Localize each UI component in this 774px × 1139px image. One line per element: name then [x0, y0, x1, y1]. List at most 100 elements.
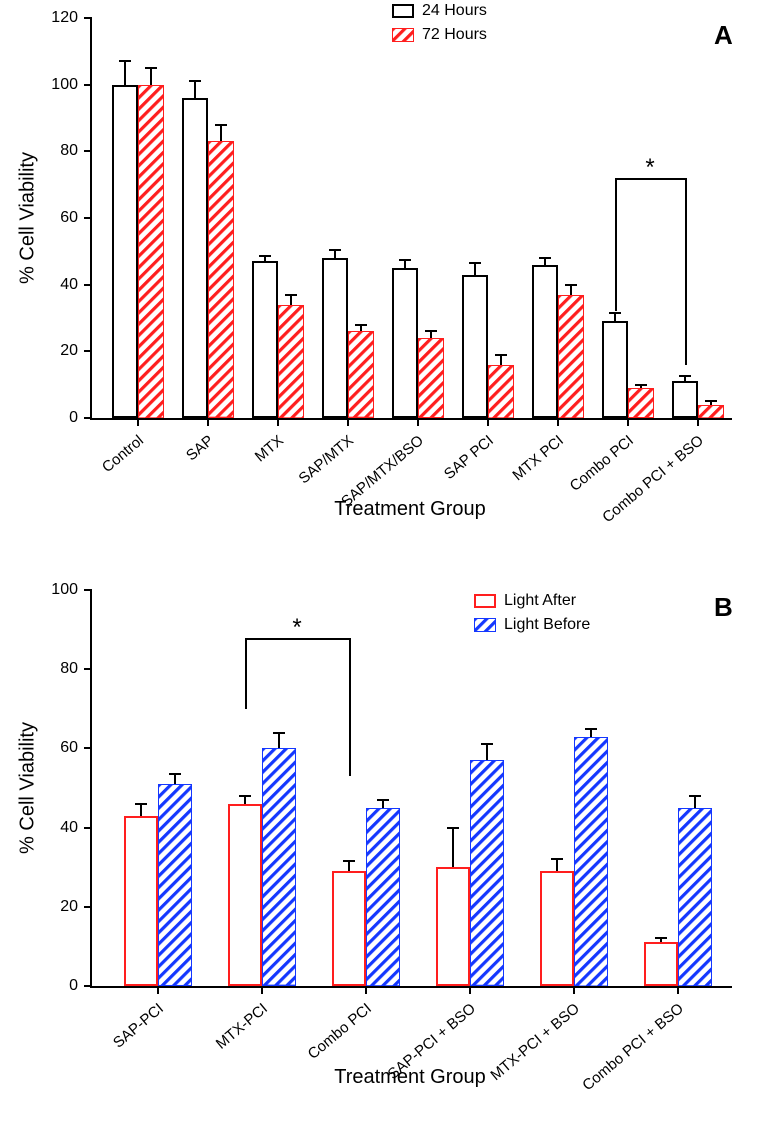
- ytick-label: 100: [51, 581, 78, 599]
- legend-label: 24 Hours: [422, 2, 487, 19]
- xtick-label: MTX PCI: [509, 432, 567, 484]
- ytick-label: 60: [60, 209, 78, 227]
- ytick: [84, 906, 92, 908]
- bar-light-after: [124, 816, 158, 986]
- ytick: [84, 827, 92, 829]
- error-bar: [500, 355, 502, 365]
- bar-24-hours: [182, 98, 208, 418]
- xtick-label: Combo PCI: [305, 1000, 375, 1063]
- error-cap: [447, 827, 459, 829]
- bar-light-after: [540, 871, 574, 986]
- xtick-label: MTX-PCI: [213, 1000, 271, 1053]
- ytick: [84, 217, 92, 219]
- panel-letter: A: [714, 20, 733, 51]
- bar-72-hours: [208, 141, 234, 418]
- error-cap: [551, 858, 563, 860]
- xtick: [487, 418, 489, 426]
- error-bar: [556, 859, 558, 871]
- xtick: [207, 418, 209, 426]
- bar-24-hours: [672, 381, 698, 418]
- bar-72-hours: [138, 85, 164, 418]
- bar-light-before: [574, 737, 608, 986]
- error-bar: [290, 295, 292, 305]
- xtick: [261, 986, 263, 994]
- ytick: [84, 150, 92, 152]
- error-bar: [452, 828, 454, 868]
- error-bar: [570, 285, 572, 295]
- bar-24-hours: [322, 258, 348, 418]
- ytick: [84, 985, 92, 987]
- error-cap: [355, 324, 367, 326]
- xtick: [137, 418, 139, 426]
- xtick-label: SAP: [183, 432, 217, 464]
- bar-light-before: [262, 748, 296, 986]
- bar-24-hours: [462, 275, 488, 418]
- bar-24-hours: [112, 85, 138, 418]
- error-cap: [285, 294, 297, 296]
- sig-star: *: [292, 614, 301, 642]
- bar-light-before: [470, 760, 504, 986]
- xtick-label: SAP PCI: [441, 432, 497, 483]
- xtick: [677, 986, 679, 994]
- error-cap: [145, 67, 157, 69]
- bar-24-hours: [392, 268, 418, 418]
- bar-72-hours: [348, 331, 374, 418]
- xtick: [417, 418, 419, 426]
- legend-label: 72 Hours: [422, 26, 487, 43]
- error-bar: [194, 81, 196, 98]
- error-cap: [273, 732, 285, 734]
- panelA-plot-area: *: [90, 18, 732, 420]
- bar-light-after: [228, 804, 262, 986]
- error-bar: [694, 796, 696, 808]
- ytick-label: 80: [60, 142, 78, 160]
- error-cap: [259, 255, 271, 257]
- sig-bracket: [685, 178, 687, 365]
- legend-label: Light Before: [504, 616, 590, 633]
- error-cap: [329, 249, 341, 251]
- legend-item: 72 Hours: [392, 26, 487, 44]
- xtick-label: Combo PCI: [567, 432, 637, 495]
- xtick: [557, 418, 559, 426]
- legend-item: 24 Hours: [392, 2, 487, 20]
- error-cap: [239, 795, 251, 797]
- xtick-label: Combo PCI + BSO: [579, 1000, 687, 1094]
- error-bar: [614, 313, 616, 321]
- bar-light-after: [644, 942, 678, 986]
- ytick: [84, 589, 92, 591]
- ytick-label: 40: [60, 276, 78, 294]
- bar-72-hours: [558, 295, 584, 418]
- error-cap: [215, 124, 227, 126]
- error-cap: [399, 259, 411, 261]
- legend-swatch: [474, 594, 496, 608]
- bar-24-hours: [252, 261, 278, 418]
- sig-star: *: [645, 154, 654, 182]
- bar-72-hours: [278, 305, 304, 418]
- legend-swatch: [392, 28, 414, 42]
- bar-72-hours: [418, 338, 444, 418]
- xtick: [365, 986, 367, 994]
- x-axis-title: Treatment Group: [334, 498, 486, 521]
- legend-label: Light After: [504, 592, 576, 609]
- xtick: [277, 418, 279, 426]
- ytick-label: 0: [69, 409, 78, 427]
- xtick: [157, 986, 159, 994]
- ytick: [84, 668, 92, 670]
- error-cap: [425, 330, 437, 332]
- xtick-label: SAP-PCI: [110, 1000, 167, 1052]
- ytick-label: 40: [60, 819, 78, 837]
- error-cap: [635, 384, 647, 386]
- bar-72-hours: [628, 388, 654, 418]
- panelB-plot-area: *: [90, 590, 732, 988]
- x-axis-title: Treatment Group: [334, 1066, 486, 1089]
- ytick-label: 20: [60, 898, 78, 916]
- ytick-label: 100: [51, 76, 78, 94]
- ytick-label: 0: [69, 977, 78, 995]
- bar-light-before: [366, 808, 400, 986]
- error-bar: [404, 260, 406, 268]
- ytick: [84, 284, 92, 286]
- xtick-label: MTX-PCI + BSO: [487, 1000, 583, 1084]
- bar-72-hours: [698, 405, 724, 418]
- error-cap: [495, 354, 507, 356]
- error-bar: [486, 744, 488, 760]
- bar-light-before: [678, 808, 712, 986]
